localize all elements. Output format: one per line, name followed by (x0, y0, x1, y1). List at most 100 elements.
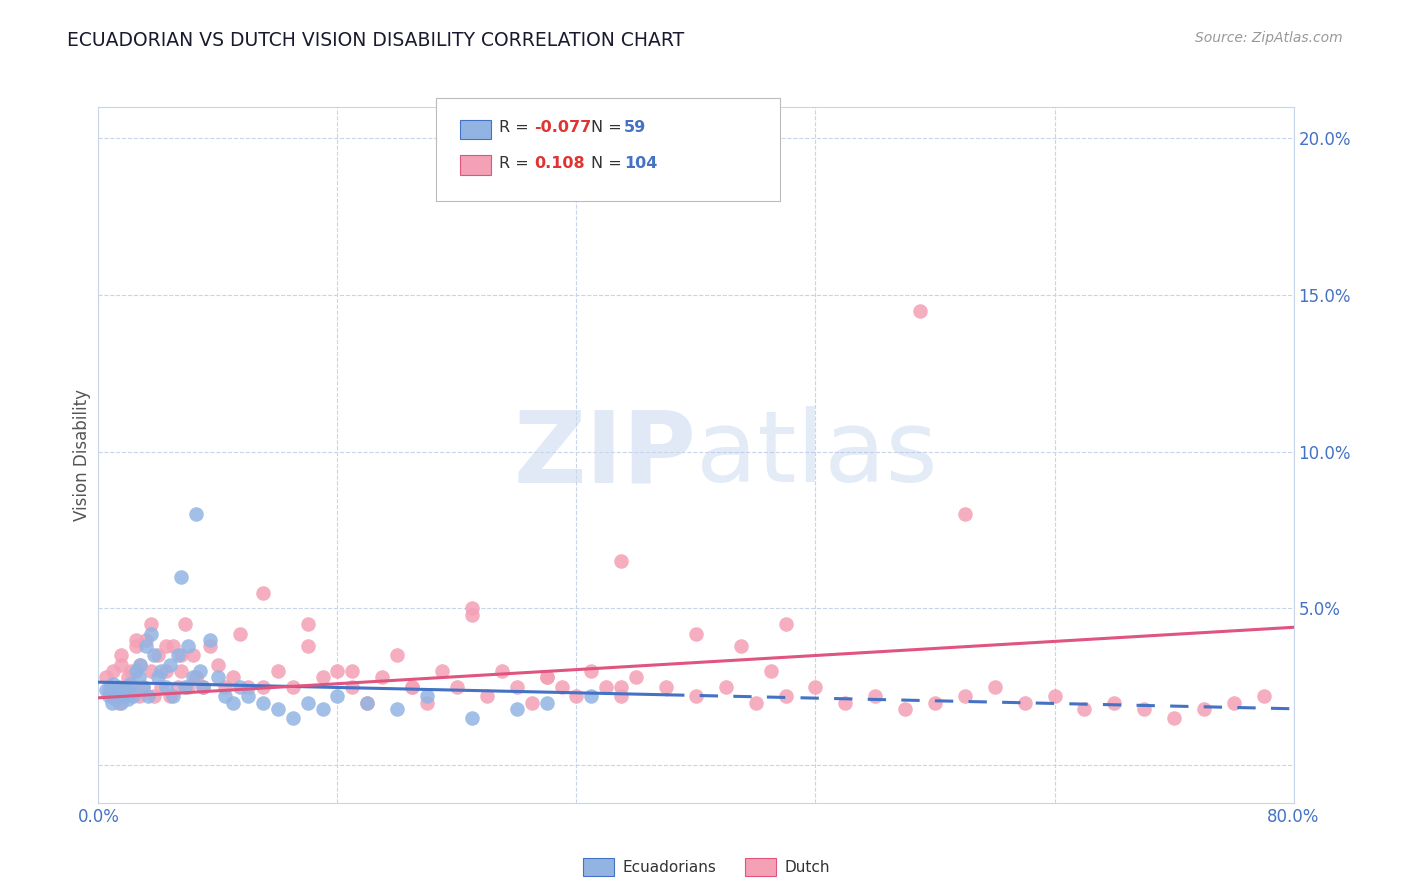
Point (229, 626, 252, 640)
Point (236, 690, 259, 704)
Point (267, 702, 290, 716)
Point (581, 664, 603, 678)
Text: 104: 104 (624, 156, 658, 170)
Point (97, 690, 120, 704)
Point (155, 664, 177, 678)
Point (446, 680, 468, 694)
Point (430, 664, 453, 678)
Point (150, 664, 173, 678)
Point (159, 690, 181, 704)
Point (326, 690, 349, 704)
Point (252, 586, 274, 600)
Text: N =: N = (591, 120, 627, 135)
Point (124, 680, 146, 694)
Point (610, 680, 633, 694)
Point (120, 664, 142, 678)
Text: Ecuadorians: Ecuadorians (623, 860, 717, 874)
Point (356, 696, 378, 710)
Point (685, 626, 707, 640)
Point (222, 696, 245, 710)
Point (297, 639, 319, 653)
Point (745, 696, 768, 710)
Point (401, 680, 423, 694)
Point (207, 670, 229, 684)
Point (177, 639, 200, 653)
Point (107, 690, 129, 704)
Text: 0.108: 0.108 (534, 156, 585, 170)
Point (114, 690, 136, 704)
Point (166, 680, 188, 694)
Point (655, 680, 678, 694)
Point (125, 632, 148, 647)
Point (101, 696, 124, 710)
Point (184, 508, 207, 522)
Point (159, 657, 181, 672)
Text: ZIP: ZIP (513, 407, 696, 503)
Point (118, 676, 141, 690)
Point (624, 670, 647, 684)
Point (135, 632, 157, 647)
Point (385, 702, 409, 716)
Point (139, 626, 162, 640)
Point (595, 680, 617, 694)
Point (191, 680, 214, 694)
Point (536, 670, 558, 684)
Point (103, 664, 125, 678)
Point (1014, 696, 1036, 710)
Point (610, 690, 633, 704)
Point (953, 690, 976, 704)
Text: Dutch: Dutch (785, 860, 830, 874)
Point (142, 690, 165, 704)
Point (174, 617, 197, 632)
Point (297, 696, 319, 710)
Point (104, 692, 127, 706)
Point (191, 680, 214, 694)
Point (155, 680, 177, 694)
Point (184, 670, 207, 684)
Point (136, 690, 159, 704)
Point (132, 680, 155, 694)
Point (162, 639, 184, 653)
Point (416, 696, 439, 710)
Point (385, 648, 409, 663)
Point (297, 617, 319, 632)
Point (1223, 696, 1246, 710)
Point (342, 664, 364, 678)
Point (1192, 702, 1215, 716)
Point (94, 670, 117, 684)
Point (953, 508, 976, 522)
Point (1163, 711, 1185, 725)
Point (804, 680, 827, 694)
Point (506, 702, 529, 716)
Point (120, 686, 142, 700)
Point (229, 680, 252, 694)
Point (150, 680, 173, 694)
Point (105, 680, 128, 694)
Point (775, 690, 797, 704)
Point (112, 680, 135, 694)
Point (491, 664, 513, 678)
Point (155, 639, 177, 653)
Point (103, 676, 125, 690)
Point (184, 670, 207, 684)
Point (924, 696, 946, 710)
Point (128, 690, 150, 704)
Point (267, 664, 290, 678)
Point (200, 632, 222, 647)
Point (110, 648, 132, 663)
Point (356, 696, 378, 710)
Point (169, 648, 191, 663)
Point (252, 680, 274, 694)
Point (148, 648, 170, 663)
Point (117, 692, 139, 706)
Point (311, 702, 333, 716)
Point (834, 696, 856, 710)
Text: atlas: atlas (696, 407, 938, 503)
Point (94, 683, 117, 698)
Text: -0.077: -0.077 (534, 120, 592, 135)
Point (1133, 702, 1156, 716)
Point (169, 664, 191, 678)
Point (108, 680, 131, 694)
Point (326, 664, 349, 678)
Point (129, 657, 152, 672)
